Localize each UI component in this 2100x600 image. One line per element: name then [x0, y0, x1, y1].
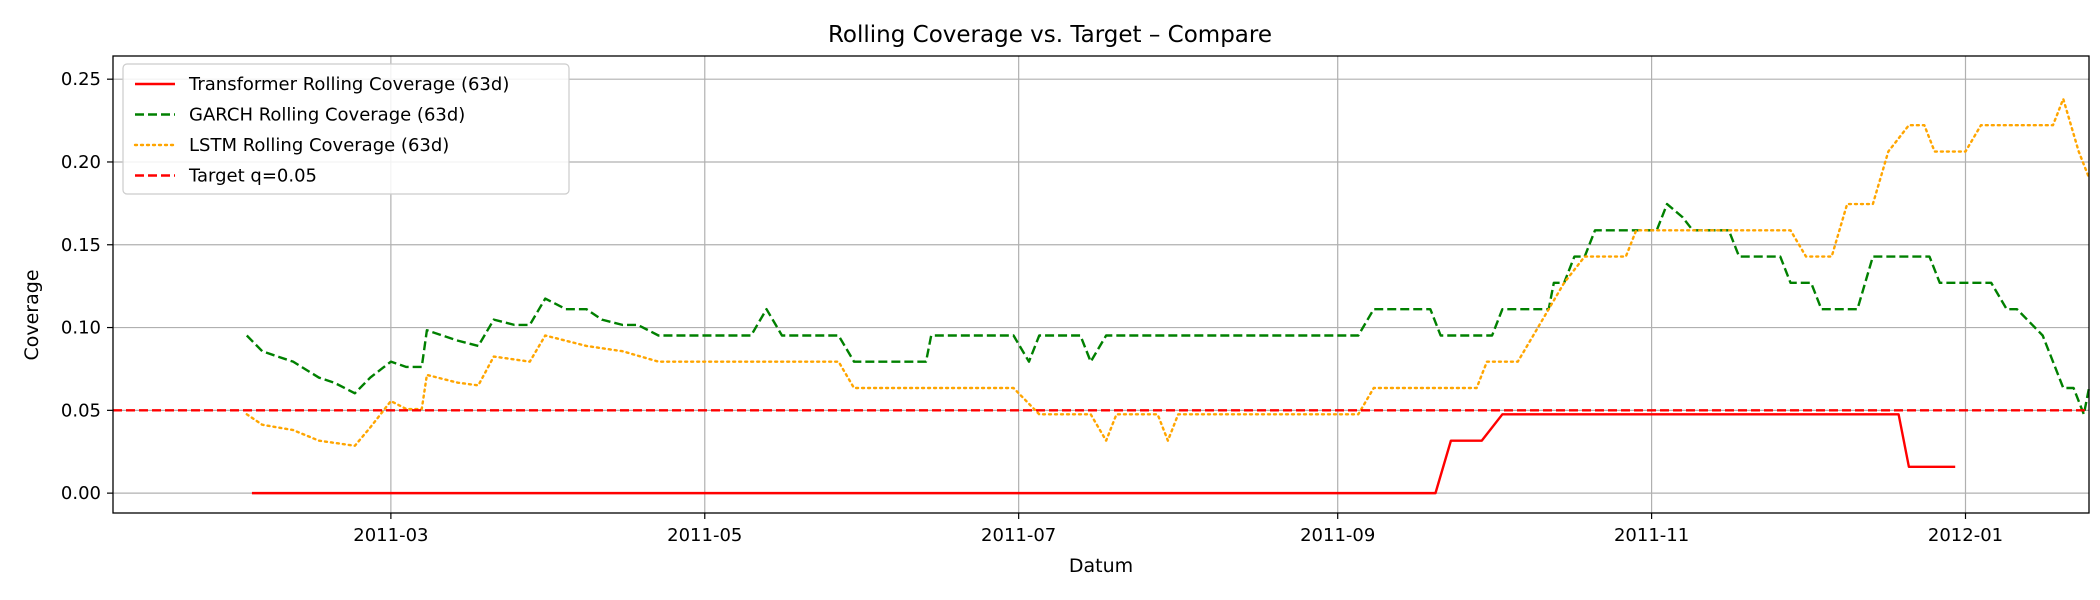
y-tick-label: 0.05 — [61, 400, 101, 421]
x-tick-label: 2011-03 — [353, 525, 428, 546]
series-line-lstm-rolling-coverage-63d — [245, 97, 2091, 447]
legend-box — [122, 63, 570, 195]
x-tick-label: 2011-11 — [1614, 525, 1689, 546]
series-line-transformer-rolling-coverage-63d — [251, 413, 1956, 495]
legend-label-target-q-0-05: Target q=0.05 — [188, 166, 317, 187]
legend-label-lstm-rolling-coverage-63d: LSTM Rolling Coverage (63d) — [189, 135, 449, 156]
y-tick-label: 0.20 — [61, 152, 101, 173]
x-axis-label: Datum — [1069, 555, 1133, 577]
x-tick-label: 2011-07 — [981, 525, 1056, 546]
axis-ticks: 2011-03 2011-05 2011-07 2011-09 2011-11 2012-… — [61, 69, 2003, 546]
y-tick-label: 0.00 — [61, 483, 101, 504]
plot-frame — [112, 55, 2090, 514]
y-tick-label: 0.15 — [61, 235, 101, 256]
x-tick-label: 2011-09 — [1300, 525, 1375, 546]
legend: Transformer Rolling Coverage (63d) GARCH … — [122, 63, 570, 195]
y-tick-label: 0.25 — [61, 69, 101, 90]
x-tick-label: 2011-05 — [667, 525, 742, 546]
chart-title: Rolling Coverage vs. Target – Compare — [828, 22, 1272, 48]
series-line-garch-rolling-coverage-63d — [245, 202, 2091, 416]
x-tick-label: 2012-01 — [1928, 525, 2003, 546]
legend-label-garch-rolling-coverage-63d: GARCH Rolling Coverage (63d) — [189, 105, 465, 126]
y-axis-label: Coverage — [21, 269, 43, 360]
legend-label-transformer-rolling-coverage-63d: Transformer Rolling Coverage (63d) — [188, 74, 509, 95]
y-tick-label: 0.10 — [61, 318, 101, 339]
series-lines — [113, 97, 2091, 495]
